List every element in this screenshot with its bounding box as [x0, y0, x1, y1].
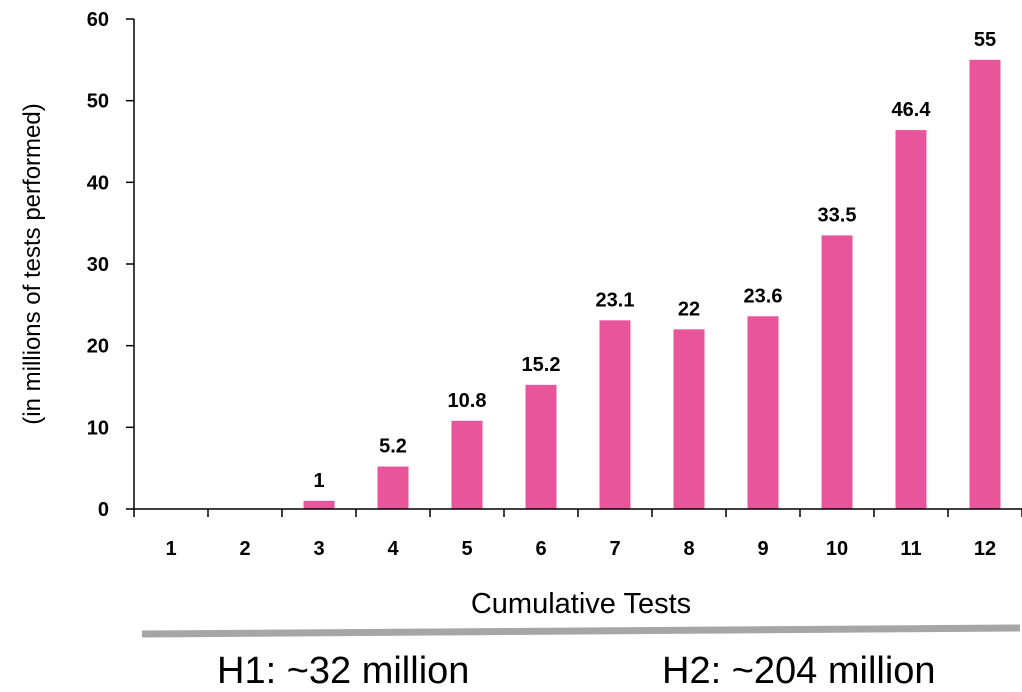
x-tick-label: 5 — [461, 538, 472, 560]
x-axis-label: Cumulative Tests — [471, 588, 691, 620]
y-tick-label: 60 — [87, 9, 109, 31]
x-tick-label: 11 — [900, 538, 921, 560]
x-tick-label: 10 — [826, 538, 848, 560]
data-label: 46.4 — [892, 99, 932, 121]
bar — [895, 130, 927, 510]
y-tick-label: 40 — [87, 172, 109, 194]
y-tick-label: 20 — [87, 336, 109, 358]
bar — [821, 235, 853, 509]
bar — [673, 329, 705, 509]
y-tick-label: 0 — [98, 499, 109, 521]
data-label: 22 — [678, 298, 700, 320]
data-label: 55 — [974, 29, 996, 51]
h2-total-label: H2: ~204 million — [662, 650, 936, 692]
divider-line — [141, 624, 1021, 638]
y-tick-label: 50 — [87, 91, 109, 113]
x-tick-label: 3 — [313, 538, 324, 560]
bar — [525, 384, 557, 509]
x-tick-label: 2 — [239, 538, 250, 560]
y-axis-label: (in millions of tests performed) — [19, 103, 46, 424]
x-tick-label: 8 — [683, 538, 694, 560]
y-tick-label: 10 — [87, 417, 109, 439]
x-tick-label: 12 — [974, 538, 996, 560]
x-axis-ticks: 1 2 3 4 5 6 7 8 9 10 11 12 — [133, 509, 1022, 560]
data-label: 23.6 — [744, 285, 783, 307]
x-tick-label: 4 — [387, 538, 399, 560]
data-label: 15.2 — [522, 354, 561, 376]
y-tick-label: 30 — [87, 254, 109, 276]
data-label: 23.1 — [596, 289, 635, 311]
x-tick-label: 1 — [165, 538, 176, 560]
x-tick-label: 9 — [757, 538, 768, 560]
y-axis-ticks: 0 10 20 30 40 50 60 — [87, 9, 134, 521]
bar — [747, 316, 779, 509]
x-tick-label: 7 — [609, 538, 620, 560]
data-label: 10.8 — [448, 390, 487, 412]
x-tick-label: 6 — [535, 538, 546, 560]
bar — [969, 59, 1001, 509]
data-label: 1 — [313, 470, 324, 492]
bar — [377, 466, 409, 509]
bar — [599, 320, 631, 509]
bar — [451, 420, 483, 509]
data-label: 5.2 — [379, 436, 407, 458]
bar — [303, 500, 335, 509]
data-label: 33.5 — [818, 204, 857, 226]
h1-total-label: H1: ~32 million — [217, 650, 469, 692]
